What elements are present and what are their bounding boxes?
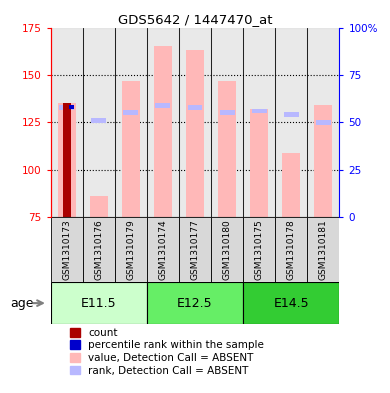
Text: GSM1310175: GSM1310175 — [255, 219, 264, 280]
Bar — [51, 217, 83, 283]
Bar — [115, 28, 147, 217]
Bar — [59, 105, 74, 110]
Bar — [314, 105, 332, 217]
Bar — [307, 28, 339, 217]
Bar — [122, 81, 140, 217]
Text: GSM1310177: GSM1310177 — [190, 219, 200, 280]
Bar — [123, 110, 138, 115]
Bar — [218, 81, 236, 217]
Bar — [188, 105, 202, 110]
Bar — [91, 118, 106, 123]
Bar — [83, 217, 115, 283]
Bar — [69, 105, 74, 109]
Bar — [179, 217, 211, 283]
Text: GSM1310181: GSM1310181 — [319, 219, 328, 280]
Bar — [252, 108, 267, 113]
Text: E14.5: E14.5 — [273, 297, 309, 310]
Bar — [147, 283, 243, 324]
Text: GSM1310179: GSM1310179 — [126, 219, 135, 280]
Bar — [211, 217, 243, 283]
Text: GSM1310174: GSM1310174 — [158, 219, 167, 280]
Bar — [316, 120, 331, 125]
Bar — [179, 28, 211, 217]
Bar — [282, 153, 300, 217]
Title: GDS5642 / 1447470_at: GDS5642 / 1447470_at — [118, 13, 272, 26]
Bar — [51, 283, 147, 324]
Bar — [90, 196, 108, 217]
Bar — [275, 28, 307, 217]
Bar — [147, 217, 179, 283]
Bar — [307, 217, 339, 283]
Text: GSM1310180: GSM1310180 — [223, 219, 232, 280]
Bar — [250, 109, 268, 217]
Bar — [186, 50, 204, 217]
Text: E12.5: E12.5 — [177, 297, 213, 310]
Bar — [115, 217, 147, 283]
Legend: count, percentile rank within the sample, value, Detection Call = ABSENT, rank, : count, percentile rank within the sample… — [70, 328, 264, 376]
Text: age: age — [10, 297, 34, 310]
Bar — [156, 103, 170, 108]
Bar — [211, 28, 243, 217]
Bar — [243, 283, 339, 324]
Text: GSM1310173: GSM1310173 — [62, 219, 71, 280]
Bar — [58, 103, 76, 217]
Bar — [154, 46, 172, 217]
Bar — [83, 28, 115, 217]
Bar — [220, 110, 234, 115]
Bar — [147, 28, 179, 217]
Bar — [275, 217, 307, 283]
Text: GSM1310176: GSM1310176 — [94, 219, 103, 280]
Bar — [284, 112, 299, 117]
Bar — [63, 103, 71, 217]
Bar — [243, 28, 275, 217]
Text: E11.5: E11.5 — [81, 297, 117, 310]
Bar — [51, 28, 83, 217]
Bar — [243, 217, 275, 283]
Text: GSM1310178: GSM1310178 — [287, 219, 296, 280]
